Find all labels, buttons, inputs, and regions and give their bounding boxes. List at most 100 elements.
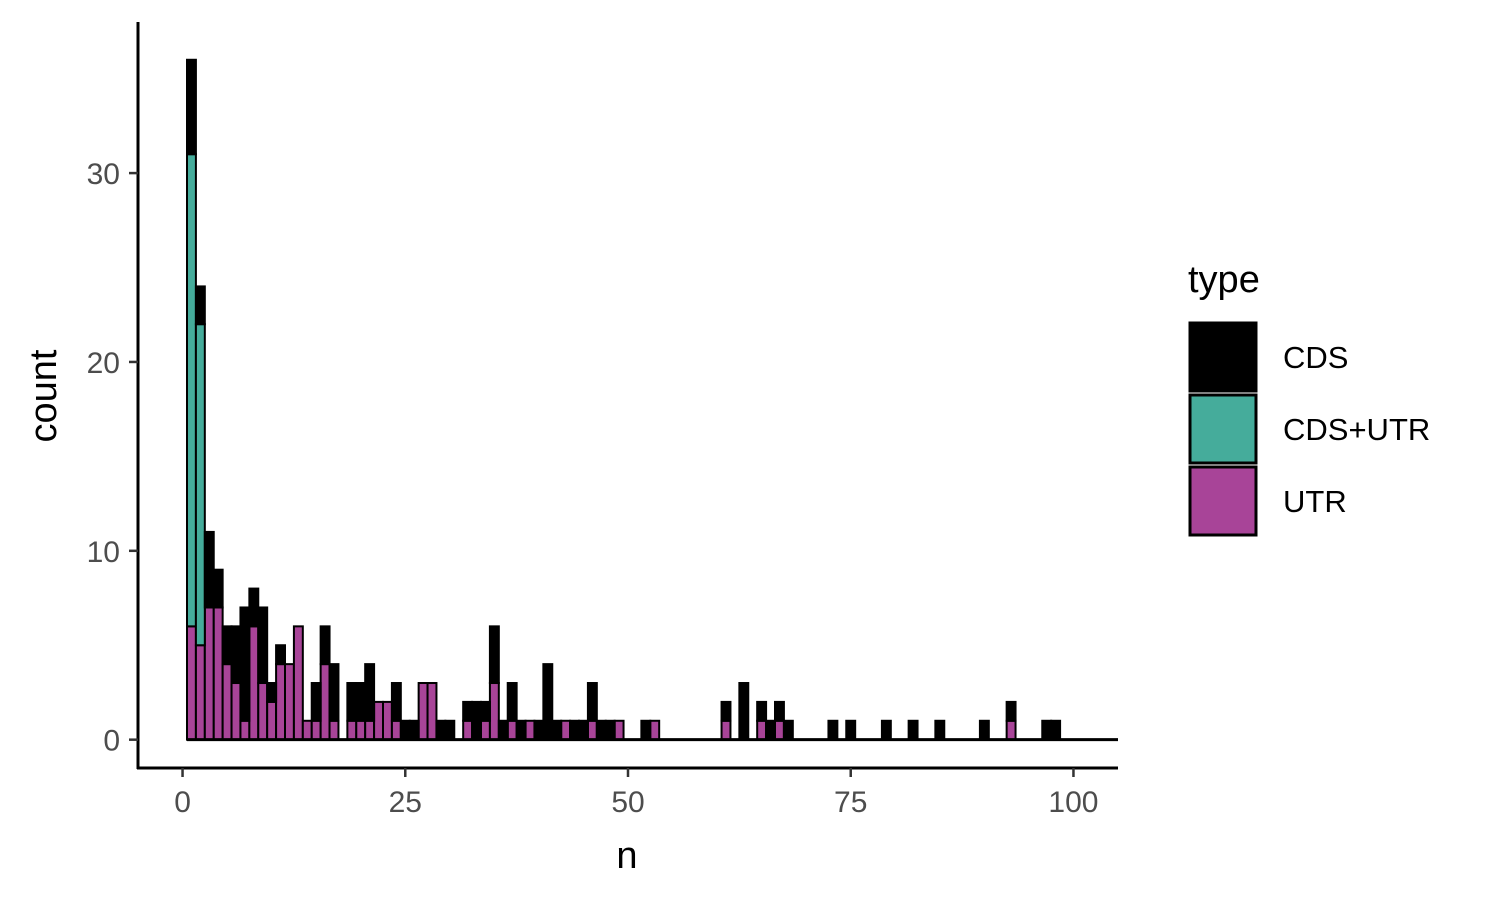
bar-cds-n21	[364, 663, 376, 722]
bar-cds-n48	[604, 719, 616, 741]
bar-cds-n90	[978, 719, 990, 741]
bar-cds-n37	[506, 682, 518, 722]
legend-key-cds-utr	[1188, 393, 1258, 465]
bar-utr-n46	[586, 719, 598, 741]
legend-key-utr	[1188, 465, 1258, 537]
bar-cds-n79	[880, 719, 892, 741]
legend-key-cds	[1188, 321, 1258, 393]
legend-label-utr: UTR	[1283, 484, 1347, 519]
bar-utr-n39	[524, 719, 536, 741]
bar-cds-n61	[720, 700, 732, 722]
legend-label-cds: CDS	[1283, 340, 1348, 375]
bar-cds-n6	[230, 625, 242, 685]
bar-cds-n67	[774, 700, 785, 722]
bar-cds-n41	[542, 663, 554, 741]
bar-cds-n5	[221, 625, 233, 666]
bar-cds-n44	[569, 719, 581, 741]
bar-cds-n68	[782, 719, 794, 741]
bar-utr-n9	[257, 682, 269, 741]
bar-utr-n32	[462, 719, 474, 741]
bar-cds-n19	[346, 682, 358, 722]
bars-layer	[186, 58, 1118, 742]
bar-cds-n93	[1005, 700, 1017, 722]
bar-utr-n20	[355, 719, 367, 741]
bar-utr-n2	[194, 644, 206, 741]
bar-utr-n24	[390, 719, 402, 741]
bar-cds-n46	[586, 682, 598, 722]
y-axis-title: count	[23, 349, 65, 442]
bar-cds-n26	[408, 719, 420, 741]
bar-utr-n65	[756, 719, 768, 741]
x-axis-ticks: 0 25 50 75 100	[174, 768, 1098, 819]
bar-cds-n15	[310, 682, 322, 722]
bar-utr-n49	[613, 719, 625, 741]
bar-cds-n24	[390, 682, 402, 722]
bar-utr-n35	[488, 682, 500, 741]
bar-utr-n17	[328, 719, 340, 741]
legend: type CDS CDS+UTR UTR	[1188, 259, 1430, 537]
bar-cds-n10	[266, 682, 278, 703]
bar-utr-n8	[248, 625, 260, 741]
bar-utr-n11	[275, 663, 286, 741]
bar-cds-n30	[444, 719, 456, 741]
bar-cds-n82	[907, 719, 919, 741]
bar-cds-n73	[827, 719, 839, 741]
bar-utr-n21	[364, 719, 376, 741]
x-tick-label: 100	[1048, 786, 1098, 819]
bar-utr-n4	[212, 606, 224, 741]
bar-utr-n28	[426, 682, 438, 741]
bar-cds-n38	[515, 719, 527, 741]
bar-cds-n4	[212, 568, 224, 609]
bar-cds-utr-n2	[194, 323, 206, 647]
bar-utr-n67	[774, 719, 785, 741]
bar-cds-n29	[435, 719, 447, 741]
x-tick-label: 75	[834, 786, 867, 819]
bar-utr-n27	[417, 682, 429, 741]
bar-cds-n7	[239, 606, 251, 722]
bar-cds-n40	[533, 719, 545, 741]
bar-utr-n13	[292, 625, 304, 741]
x-tick-label: 0	[174, 786, 191, 819]
bar-cds-n2	[194, 285, 206, 326]
x-tick-label: 25	[389, 786, 422, 819]
legend-title: type	[1188, 259, 1260, 301]
bar-cds-n52	[640, 719, 652, 741]
bar-cds-utr-n1	[186, 153, 197, 628]
bar-cds-n66	[765, 719, 777, 741]
bar-utr-n16	[319, 663, 331, 741]
bar-utr-n43	[560, 719, 572, 741]
y-tick-label: 20	[87, 347, 120, 380]
y-tick-label: 30	[87, 158, 120, 191]
bar-cds-n34	[480, 700, 491, 722]
x-axis-title: n	[616, 835, 637, 877]
x-tick-label: 50	[611, 786, 644, 819]
bar-cds-n20	[355, 682, 367, 722]
bar-utr-n12	[284, 663, 295, 741]
bar-utr-n19	[346, 719, 358, 741]
bar-cds-n36	[497, 719, 509, 741]
bar-utr-n5	[221, 663, 233, 741]
bar-utr-n23	[382, 700, 393, 741]
bar-utr-n61	[720, 719, 732, 741]
bar-utr-n1	[186, 625, 197, 741]
bar-cds-n97	[1041, 719, 1053, 741]
bar-utr-n10	[266, 700, 278, 741]
bar-cds-n65	[756, 700, 768, 722]
bar-cds-n9	[257, 606, 269, 685]
bar-cds-n85	[934, 719, 946, 741]
bar-utr-n7	[239, 719, 251, 741]
bar-cds-n98	[1050, 719, 1062, 741]
bar-utr-n22	[373, 700, 384, 741]
bar-cds-n17	[328, 663, 340, 722]
y-axis-ticks: 0 10 20 30	[87, 158, 138, 758]
y-tick-label: 10	[87, 536, 120, 569]
bar-utr-n3	[203, 606, 215, 741]
bar-cds-n63	[738, 682, 750, 741]
bar-cds-n45	[578, 719, 589, 741]
bar-cds-n1	[186, 58, 197, 156]
bar-utr-n15	[310, 719, 322, 741]
bar-utr-n6	[230, 682, 242, 741]
bar-cds-n42	[551, 719, 563, 741]
bar-utr-n37	[506, 719, 518, 741]
